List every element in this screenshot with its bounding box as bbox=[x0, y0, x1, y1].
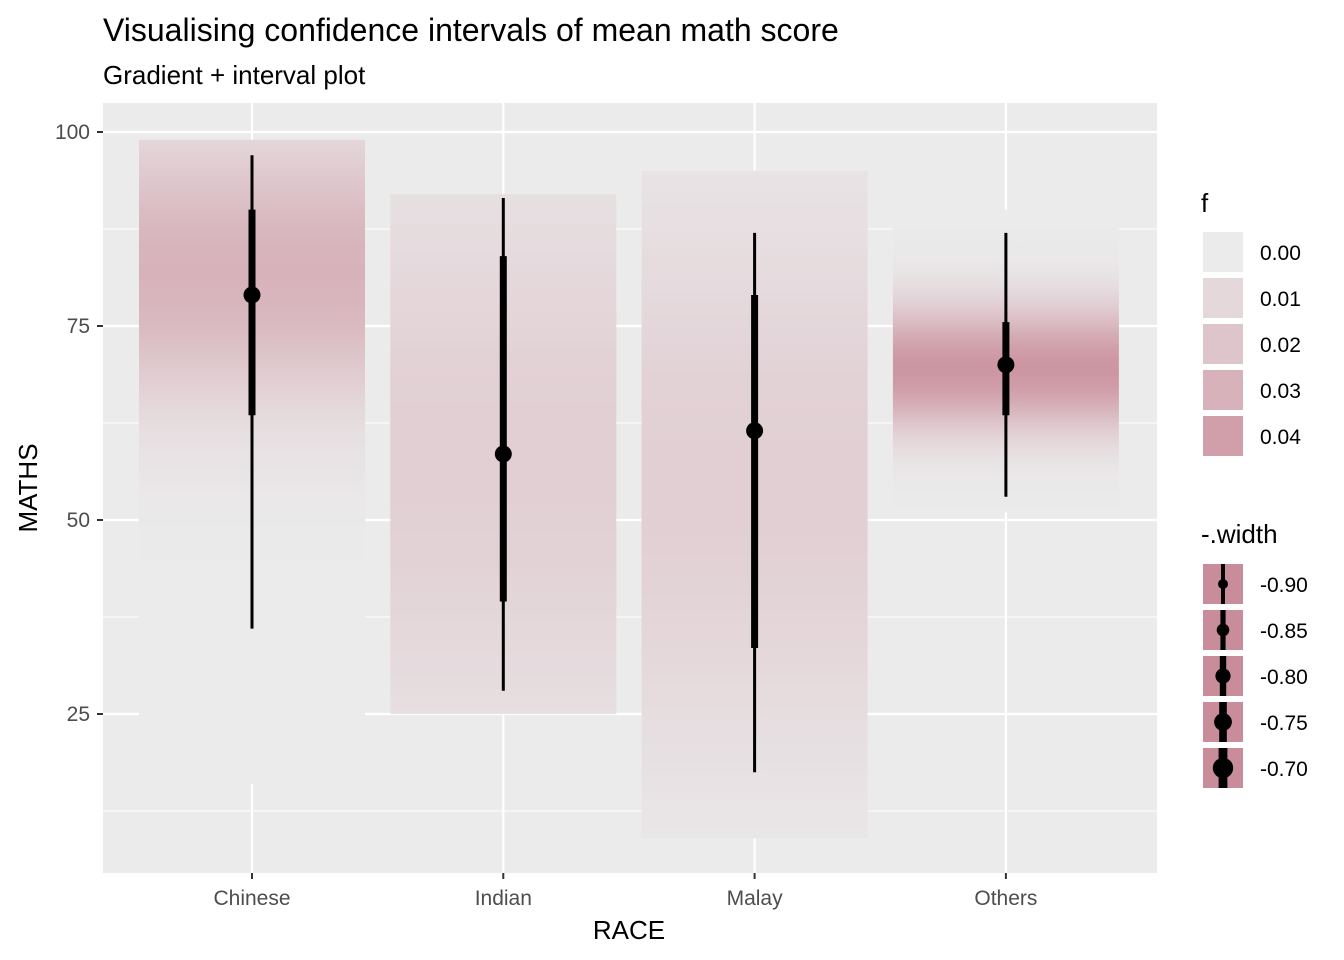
legend-width-label: -0.70 bbox=[1260, 758, 1308, 781]
x-tick-label: Malay bbox=[727, 887, 784, 910]
legend-f-swatch bbox=[1203, 370, 1243, 410]
x-axis: Chinese Indian Malay Others bbox=[213, 873, 1037, 910]
y-tick-label: 50 bbox=[67, 509, 90, 532]
chart-subtitle: Gradient + interval plot bbox=[103, 60, 366, 90]
point-estimate-indian bbox=[494, 445, 512, 463]
legend-f-swatch bbox=[1203, 232, 1243, 272]
interval-marks bbox=[243, 155, 1015, 773]
x-axis-title: RACE bbox=[593, 915, 665, 945]
legend-f-swatch bbox=[1203, 278, 1243, 318]
y-tick-label: 75 bbox=[67, 315, 90, 338]
legend-f-swatch bbox=[1203, 416, 1243, 456]
legend-width: -.width -0.90 -0.85 -0.80 -0.75 -0.70 bbox=[1201, 519, 1308, 788]
x-tick-label: Indian bbox=[475, 887, 532, 910]
legend-width-label: -0.75 bbox=[1260, 712, 1308, 735]
legend-width-label: -0.90 bbox=[1260, 574, 1308, 597]
legend-width-point bbox=[1218, 579, 1228, 589]
legend-f-label: 0.02 bbox=[1260, 334, 1301, 357]
legend-f-label: 0.00 bbox=[1260, 242, 1301, 265]
point-estimate-chinese bbox=[243, 286, 261, 304]
y-tick-label: 100 bbox=[55, 121, 90, 144]
y-tick-label: 25 bbox=[67, 703, 90, 726]
legend-width-point bbox=[1215, 668, 1231, 684]
legend-width-point bbox=[1214, 713, 1232, 731]
legend-f-swatch bbox=[1203, 324, 1243, 364]
legend-width-title: -.width bbox=[1201, 519, 1278, 549]
legend-width-point bbox=[1216, 623, 1230, 637]
x-tick-label: Chinese bbox=[213, 887, 290, 910]
legend-width-label: -0.80 bbox=[1260, 666, 1308, 689]
y-axis: 25 50 75 100 bbox=[55, 121, 103, 726]
x-tick-label: Others bbox=[974, 887, 1037, 910]
legend-f-title: f bbox=[1201, 188, 1209, 218]
legend-f-label: 0.03 bbox=[1260, 380, 1301, 403]
legend-f-label: 0.04 bbox=[1260, 426, 1301, 449]
chart-title: Visualising confidence intervals of mean… bbox=[103, 12, 839, 48]
legend-width-point bbox=[1212, 757, 1234, 779]
point-estimate-others bbox=[997, 356, 1015, 374]
point-estimate-malay bbox=[746, 422, 764, 440]
y-axis-title: MATHS bbox=[13, 443, 43, 532]
legend-width-label: -0.85 bbox=[1260, 620, 1308, 643]
legend-f-label: 0.01 bbox=[1260, 288, 1301, 311]
legend-f: f 0.00 0.01 0.02 0.03 0.04 bbox=[1201, 188, 1301, 456]
